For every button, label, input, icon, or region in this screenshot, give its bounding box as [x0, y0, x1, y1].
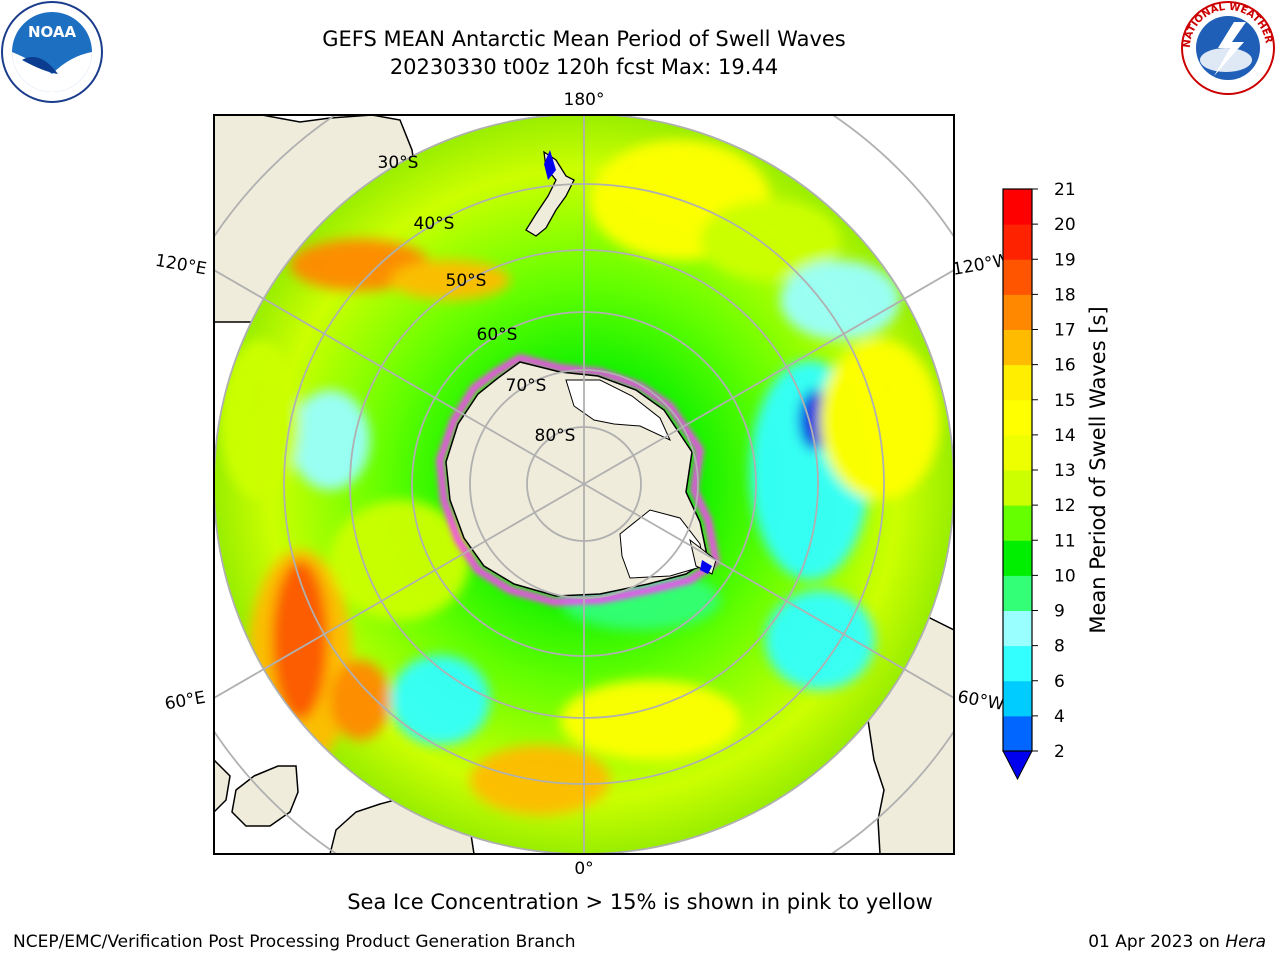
colorbar-tick-label: 18: [1054, 285, 1076, 305]
footer-date-text: 01 Apr 2023 on: [1088, 932, 1226, 952]
lon-label-60w: 60°W: [956, 687, 1006, 715]
colorbar-under-arrow: [1002, 750, 1033, 781]
colorbar-tick-label: 13: [1054, 461, 1076, 481]
new-zealand-land: [525, 150, 575, 237]
colorbar: 2 4 6 8 9 10 11 12 13 14 15 16 17 18 19 20 21: [1002, 180, 1076, 781]
map-title: GEFS MEAN Antarctic Mean Period of Swell…: [322, 27, 846, 51]
colorbar-segment: [1003, 540, 1032, 576]
colorbar-tick-label: 21: [1054, 180, 1076, 200]
colorbar-tick-label: 17: [1054, 321, 1076, 341]
sea-ice-rim: [436, 354, 720, 606]
lon-label-0: 0°: [574, 859, 593, 879]
noaa-logo-text: NOAA: [28, 23, 77, 41]
colorbar-tick-label: 9: [1054, 602, 1065, 622]
colorbar-segment: [1003, 505, 1032, 541]
colorbar-segment: [1003, 680, 1032, 717]
colorbar-tick-label: 2: [1054, 742, 1065, 762]
footer-credit: NCEP/EMC/Verification Post Processing Pr…: [13, 932, 576, 952]
svg-text:NATIONAL WEATHER SERVICE: NATIONAL WEATHER SERVICE: [0, 0, 1274, 48]
nws-logo-text: NATIONAL WEATHER SERVICE: [0, 0, 1274, 48]
lat-label-70s: 70°S: [506, 376, 547, 396]
colorbar-segment: [1003, 434, 1032, 471]
colorbar-tick-label: 4: [1054, 707, 1065, 727]
sea-ice-note: Sea Ice Concentration > 15% is shown in …: [347, 890, 933, 914]
colorbar-tick-label: 10: [1054, 566, 1076, 586]
map-frame: [213, 114, 955, 855]
colorbar-segment: [1003, 259, 1032, 295]
colorbar-segment: [1003, 189, 1032, 225]
nws-logo: NATIONAL WEATHER SERVICE: [0, 0, 1275, 95]
lon-label-180: 180°: [564, 90, 605, 110]
footer-date: 01 Apr 2023 on Hera: [1088, 932, 1266, 952]
colorbar-tick-label: 12: [1054, 496, 1076, 516]
colorbar-tick-label: 8: [1054, 637, 1065, 657]
colorbar-label: Mean Period of Swell Waves [s]: [1086, 306, 1110, 633]
colorbar-segment: [1003, 575, 1032, 611]
lon-label-120e: 120°E: [154, 251, 208, 280]
lat-label-60s: 60°S: [477, 325, 518, 345]
colorbar-tick-label: 14: [1054, 426, 1076, 446]
graticule: [214, 115, 954, 854]
colorbar-tick-label: 19: [1054, 250, 1076, 270]
colorbar-tick-label: 15: [1054, 391, 1076, 411]
map-area: [214, 115, 954, 854]
colorbar-segment: [1003, 294, 1032, 330]
lat-label-50s: 50°S: [446, 271, 487, 291]
lat-label-40s: 40°S: [414, 214, 455, 234]
colorbar-segment: [1003, 610, 1032, 647]
lat-label-30s: 30°S: [378, 153, 419, 173]
noaa-logo: NOAA: [1, 1, 103, 103]
southern-africa-land: [214, 758, 231, 814]
colorbar-segment: [1003, 399, 1032, 436]
colorbar-segment: [1003, 645, 1032, 682]
colorbar-tick-label: 6: [1054, 672, 1065, 692]
colorbar-tick-label: 11: [1054, 531, 1076, 551]
colorbar-segment: [1003, 224, 1032, 260]
map-subtitle: 20230330 t00z 120h fcst Max: 19.44: [389, 55, 779, 79]
colorbar-tick-label: 16: [1054, 356, 1076, 376]
colorbar-segment: [1003, 470, 1032, 506]
footer-machine: Hera: [1225, 932, 1266, 952]
lon-label-60e: 60°E: [163, 688, 207, 715]
colorbar-segment: [1003, 364, 1032, 401]
colorbar-segment: [1003, 329, 1032, 366]
colorbar-segment: [1003, 715, 1032, 752]
colorbar-tick-label: 20: [1054, 215, 1076, 235]
lat-label-80s: 80°S: [535, 426, 576, 446]
